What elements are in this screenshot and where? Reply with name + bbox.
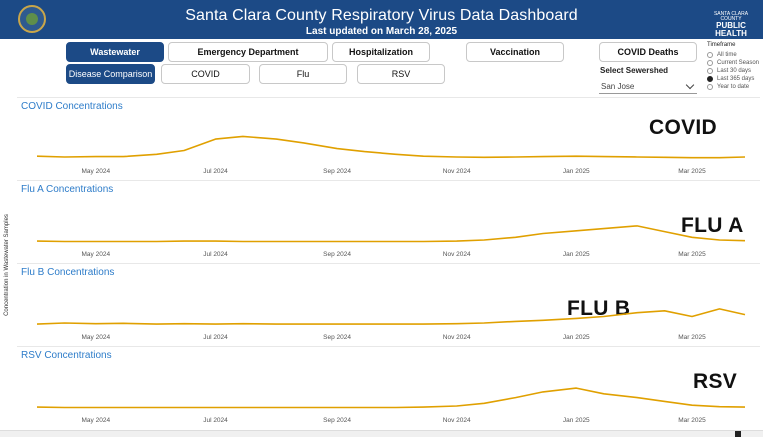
x-tick-label: Mar 2025	[678, 417, 706, 424]
chart-annotation: RSV	[693, 370, 738, 393]
y-axis-label: Concentration in Wastewater Samples	[4, 214, 10, 316]
public-health-logo: SANTA CLARA COUNTY PUBLIC HEALTH	[711, 12, 751, 38]
chart-svg: May 2024 Jul 2024 Sep 2024 Nov 2024 Jan 2025…	[36, 225, 746, 258]
chart-title: Flu A Concentrations	[21, 184, 114, 195]
chart-panel-flu-b: Flu B Concentrations FLU B May 2024 Jul 2…	[17, 263, 760, 345]
timeframe-option-label: Current Season	[717, 59, 760, 66]
scrollbar-thumb[interactable]	[735, 431, 741, 437]
x-tick-label: Jul 2024	[203, 334, 228, 341]
x-tick-label: Nov 2024	[443, 251, 471, 258]
x-tick-label: Jul 2024	[203, 417, 228, 424]
x-tick-label: Mar 2025	[678, 251, 706, 258]
chart-title: RSV Concentrations	[21, 350, 112, 361]
tab-wastewater[interactable]: Wastewater	[66, 42, 164, 62]
chart-panel-flu-a: Flu A Concentrations FLU A May 2024 Jul 2…	[17, 180, 760, 262]
tab-rsv[interactable]: RSV	[357, 64, 445, 84]
radio-icon	[707, 51, 713, 58]
county-seal-icon	[18, 5, 46, 33]
sewershed-select[interactable]: San Jose	[599, 79, 697, 94]
page-title: Santa Clara County Respiratory Virus Dat…	[185, 7, 578, 24]
timeframe-option-all-time[interactable]: All time	[707, 50, 737, 59]
x-tick-label: Mar 2025	[678, 334, 706, 341]
tab-disease-comparison[interactable]: Disease Comparison	[66, 64, 155, 84]
x-tick-label: Jul 2024	[203, 251, 228, 258]
tab-hospitalization[interactable]: Hospitalization	[332, 42, 430, 62]
x-tick-label: Jan 2025	[563, 334, 590, 341]
x-tick-label: Jan 2025	[563, 251, 590, 258]
timeframe-option-year-to-date[interactable]: Year to date	[707, 82, 749, 91]
radio-icon	[707, 83, 713, 90]
sewershed-label: Select Sewershed	[600, 66, 669, 75]
chevron-down-icon	[685, 80, 695, 90]
x-tick-label: Jul 2024	[203, 168, 228, 175]
x-tick-label: May 2024	[82, 417, 111, 424]
logo-county-text: SANTA CLARA COUNTY	[713, 11, 749, 22]
chart-annotation: FLU B	[567, 297, 631, 320]
x-tick-label: Jan 2025	[563, 168, 590, 175]
timeframe-title: Timeframe	[707, 42, 736, 48]
x-tick-label: May 2024	[82, 334, 111, 341]
radio-icon	[707, 59, 713, 66]
tab-covid[interactable]: COVID	[161, 64, 250, 84]
last-updated: Last updated on March 28, 2025	[305, 26, 458, 37]
series-line	[36, 135, 746, 159]
series-line	[36, 387, 746, 409]
tab-vaccination[interactable]: Vaccination	[466, 42, 564, 62]
x-tick-label: Jan 2025	[563, 417, 590, 424]
x-tick-label: Nov 2024	[443, 168, 471, 175]
chart-title: COVID Concentrations	[21, 101, 123, 112]
chart-panel-rsv: RSV Concentrations RSV May 2024 Jul 2024 S…	[17, 346, 760, 428]
chart-annotation: FLU A	[681, 214, 744, 237]
timeframe-option-last-365-days[interactable]: Last 365 days	[707, 74, 754, 83]
logo-public-health-text: PUBLIC HEALTH	[715, 21, 747, 38]
timeframe-option-last-30-days[interactable]: Last 30 days	[707, 66, 751, 75]
series-line	[36, 225, 746, 243]
tab-emergency-department[interactable]: Emergency Department	[168, 42, 328, 62]
x-tick-label: Sep 2024	[323, 168, 351, 175]
timeframe-option-label: All time	[717, 51, 737, 58]
x-tick-label: Nov 2024	[443, 417, 471, 424]
x-tick-label: Nov 2024	[443, 334, 471, 341]
tab-flu[interactable]: Flu	[259, 64, 347, 84]
chart-title: Flu B Concentrations	[21, 267, 115, 278]
x-tick-label: Sep 2024	[323, 417, 351, 424]
tab-covid-deaths[interactable]: COVID Deaths	[599, 42, 697, 62]
radio-selected-icon	[707, 75, 713, 82]
x-tick-label: May 2024	[82, 251, 111, 258]
series-line	[36, 308, 746, 325]
chart-panel-covid: COVID Concentrations COVID May 2024 Jul 2…	[17, 97, 760, 179]
horizontal-scrollbar[interactable]	[0, 430, 763, 437]
sewershed-value: San Jose	[601, 82, 635, 91]
chart-svg: May 2024 Jul 2024 Sep 2024 Nov 2024 Jan 2025…	[36, 387, 746, 424]
x-tick-label: Sep 2024	[323, 251, 351, 258]
timeframe-option-label: Year to date	[717, 83, 750, 90]
chart-svg: May 2024 Jul 2024 Sep 2024 Nov 2024 Jan 2025…	[36, 308, 746, 341]
timeframe-option-label: Last 365 days	[717, 75, 755, 82]
chart-svg: May 2024 Jul 2024 Sep 2024 Nov 2024 Jan 2025…	[36, 135, 746, 175]
x-tick-label: May 2024	[82, 168, 111, 175]
timeframe-option-current-season[interactable]: Current Season	[707, 58, 759, 67]
timeframe-option-label: Last 30 days	[717, 67, 752, 74]
chart-annotation: COVID	[649, 116, 718, 139]
x-tick-label: Mar 2025	[678, 168, 706, 175]
x-tick-label: Sep 2024	[323, 334, 351, 341]
radio-icon	[707, 67, 713, 74]
header-bar: Santa Clara County Respiratory Virus Dat…	[0, 0, 763, 39]
